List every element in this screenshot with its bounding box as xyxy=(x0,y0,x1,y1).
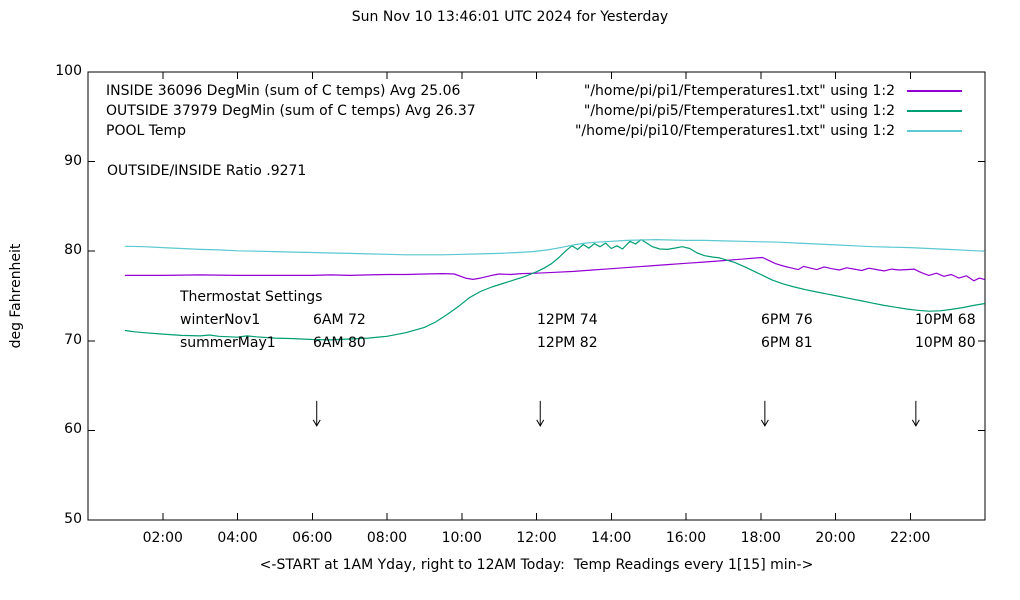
y-tick-label: 100 xyxy=(55,63,82,79)
y-axis-label: deg Fahrenheit xyxy=(8,243,24,349)
x-tick-label: 22:00 xyxy=(890,530,931,546)
x-tick-label: 10:00 xyxy=(441,530,482,546)
thermostat-setting: 10PM 80 xyxy=(915,335,976,351)
thermostat-setting: 12PM 74 xyxy=(537,312,598,328)
y-tick-label: 90 xyxy=(64,152,82,169)
x-axis-label: <-START at 1AM Yday, right to 12AM Today… xyxy=(259,557,814,573)
thermostat-setting: 6AM 72 xyxy=(313,312,366,328)
thermostat-schedule-name: summerMay1 xyxy=(180,335,276,351)
x-tick-label: 18:00 xyxy=(740,530,781,546)
down-arrow-head xyxy=(536,419,545,427)
down-arrow-head xyxy=(312,419,321,427)
x-tick-label: 12:00 xyxy=(516,530,557,546)
thermostat-schedule-name: winterNov1 xyxy=(180,312,261,328)
legend-series-label: OUTSIDE 37979 DegMin (sum of C temps) Av… xyxy=(106,103,476,119)
legend-row: OUTSIDE 37979 DegMin (sum of C temps) Av… xyxy=(106,101,962,121)
legend-row: INSIDE 36096 DegMin (sum of C temps) Avg… xyxy=(106,81,962,101)
y-tick-label: 60 xyxy=(64,421,82,438)
thermostat-row-winter: winterNov1 6AM 72 12PM 74 6PM 76 10PM 68 xyxy=(0,312,1020,330)
y-tick-label: 80 xyxy=(64,242,82,259)
legend-row: POOL Temp "/home/pi/pi10/Ftemperatures1.… xyxy=(106,121,962,141)
x-tick-label: 14:00 xyxy=(591,530,632,546)
y-tick-label: 70 xyxy=(64,331,82,348)
series-line-pool xyxy=(124,239,985,256)
thermostat-setting: 12PM 82 xyxy=(537,335,598,351)
x-tick-label: 06:00 xyxy=(292,530,333,546)
x-tick-label: 20:00 xyxy=(815,530,856,546)
legend-line-swatch xyxy=(907,130,962,132)
legend-file-path: "/home/pi/pi10/Ftemperatures1.txt" using… xyxy=(574,123,895,139)
legend-line-swatch xyxy=(907,90,962,92)
chart-title: Sun Nov 10 13:46:01 UTC 2024 for Yesterd… xyxy=(351,9,669,25)
legend-file-path: "/home/pi/pi5/Ftemperatures1.txt" using … xyxy=(583,103,895,119)
x-tick-label: 08:00 xyxy=(366,530,408,546)
thermostat-setting: 6PM 76 xyxy=(761,312,813,328)
x-tick-label: 02:00 xyxy=(142,530,183,546)
down-arrow-head xyxy=(760,419,769,427)
thermostat-setting: 10PM 68 xyxy=(915,312,976,328)
legend: INSIDE 36096 DegMin (sum of C temps) Avg… xyxy=(106,81,962,141)
series-line-inside xyxy=(124,256,985,282)
series-line-outside xyxy=(124,239,985,341)
thermostat-row-summer: summerMay1 6AM 80 12PM 82 6PM 81 10PM 80 xyxy=(0,335,1020,353)
thermostat-setting: 6AM 80 xyxy=(313,335,366,351)
legend-series-label: INSIDE 36096 DegMin (sum of C temps) Avg… xyxy=(106,83,461,99)
outside-inside-ratio: OUTSIDE/INSIDE Ratio .9271 xyxy=(107,163,307,179)
x-tick-label: 16:00 xyxy=(665,530,707,546)
legend-file-path: "/home/pi/pi1/Ftemperatures1.txt" using … xyxy=(583,83,895,99)
thermostat-settings-heading: Thermostat Settings xyxy=(180,289,323,305)
x-tick-label: 04:00 xyxy=(217,530,258,546)
thermostat-setting: 6PM 81 xyxy=(761,335,813,351)
down-arrow-head xyxy=(911,419,920,427)
legend-series-label: POOL Temp xyxy=(106,123,187,139)
legend-line-swatch xyxy=(907,110,962,112)
y-tick-label: 50 xyxy=(64,511,82,527)
